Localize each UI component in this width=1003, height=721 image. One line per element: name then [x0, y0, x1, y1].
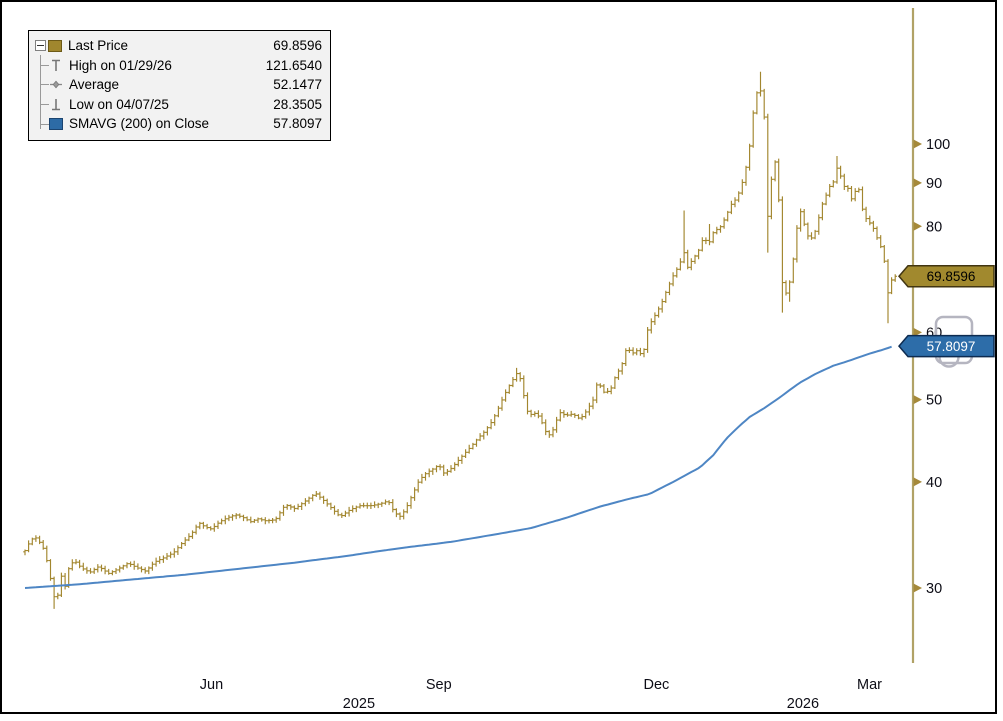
- y-tick-arrow-icon: [913, 178, 922, 188]
- y-tick-arrow-icon: [913, 139, 922, 149]
- x-year-label: 2026: [787, 696, 819, 712]
- high-marker-icon: [49, 58, 63, 73]
- y-tick-label: 100: [926, 137, 950, 153]
- last-price-swatch-icon: [48, 39, 62, 52]
- legend-tree-twig: [40, 84, 49, 86]
- y-tick-arrow-icon: [913, 327, 922, 337]
- legend-label: SMAVG (200) on Close: [69, 116, 210, 132]
- x-month-label: Sep: [426, 677, 452, 693]
- legend-tree-twig: [40, 104, 49, 106]
- sma-line: [24, 345, 892, 589]
- low-marker-icon: [49, 97, 63, 112]
- legend-label: Low on 04/07/25: [69, 96, 169, 112]
- y-tick-arrow-icon: [913, 583, 922, 593]
- y-tick-label: 40: [926, 475, 942, 491]
- legend-row-average[interactable]: Average 52.1477: [35, 75, 322, 95]
- legend-value: 28.3505: [273, 96, 322, 112]
- x-month-label: Jun: [200, 677, 223, 693]
- legend-tree-twig: [40, 123, 49, 125]
- legend-label: High on 01/29/26: [69, 57, 172, 73]
- ohlc-bars: [23, 71, 897, 609]
- legend-row-low[interactable]: Low on 04/07/25 28.3505: [35, 95, 322, 115]
- legend-expander-icon[interactable]: [35, 40, 46, 52]
- y-tick-arrow-icon: [913, 477, 922, 487]
- legend-label: Last Price: [68, 38, 129, 54]
- legend-tree-twig: [40, 64, 49, 66]
- last-price-tag[interactable]: [898, 265, 995, 288]
- legend-value: 121.6540: [265, 57, 322, 73]
- x-month-label: Dec: [644, 677, 670, 693]
- average-marker-icon: [49, 77, 63, 92]
- y-tick-arrow-icon: [913, 221, 922, 231]
- smavg-tag-label: 57.8097: [927, 339, 976, 354]
- smavg-swatch-icon: [49, 118, 63, 131]
- legend-box: Last Price 69.8596 High on 01/29/26 121.…: [28, 30, 331, 141]
- legend-value: 52.1477: [273, 77, 322, 93]
- y-tick-label: 50: [926, 393, 942, 409]
- legend-row-smavg[interactable]: SMAVG (200) on Close 57.8097: [35, 114, 322, 134]
- y-tick-label: 80: [926, 219, 942, 235]
- legend-row-last-price[interactable]: Last Price 69.8596: [35, 36, 322, 56]
- y-tick-arrow-icon: [913, 395, 922, 405]
- smavg-tag[interactable]: [898, 334, 995, 358]
- last-price-tag-label: 69.8596: [927, 269, 976, 284]
- y-tick-label: 30: [926, 581, 942, 597]
- x-year-label: 2025: [343, 696, 375, 712]
- legend-label: Average: [69, 77, 120, 93]
- legend-row-high[interactable]: High on 01/29/26 121.6540: [35, 56, 322, 76]
- legend-value: 57.8097: [273, 116, 322, 132]
- y-tick-label: 90: [926, 176, 942, 192]
- x-month-label: Mar: [857, 677, 882, 693]
- legend-value: 69.8596: [273, 38, 322, 54]
- legend-tree-line: [40, 55, 41, 129]
